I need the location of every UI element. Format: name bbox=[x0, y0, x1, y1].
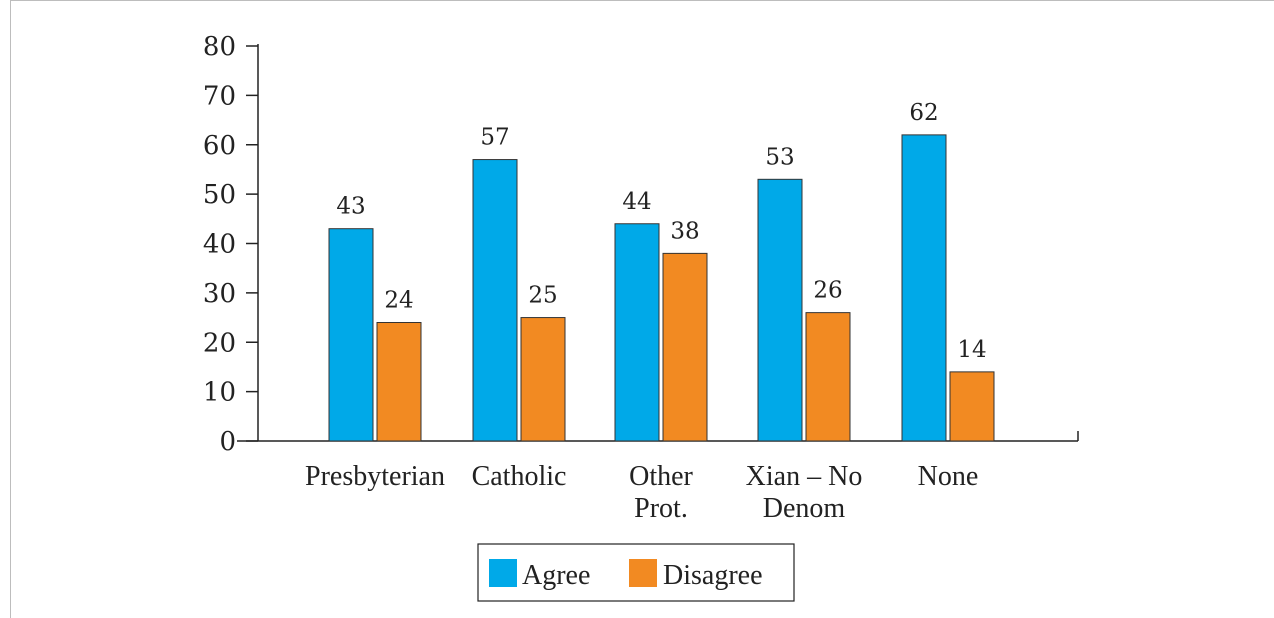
y-tick-label: 50 bbox=[203, 180, 236, 210]
bar-disagree bbox=[376, 322, 422, 442]
bar-agree bbox=[328, 228, 374, 442]
legend-label-disagree: Disagree bbox=[663, 560, 763, 591]
bar-agree bbox=[757, 178, 803, 442]
y-tick-label: 20 bbox=[203, 328, 236, 358]
bars bbox=[328, 134, 995, 442]
legend: Agree Disagree bbox=[477, 543, 795, 602]
x-tick-label: Presbyterian bbox=[305, 461, 445, 492]
x-tick-label: None bbox=[918, 461, 979, 492]
data-label: 24 bbox=[384, 288, 413, 314]
labels: 43 24 Presbyterian 57 25 Catholic 44 38 Other Pro… bbox=[305, 100, 987, 524]
x-tick-label: Catholic bbox=[472, 461, 567, 492]
data-label: 44 bbox=[622, 189, 651, 215]
bar-agree bbox=[472, 159, 518, 442]
chart-frame bbox=[10, 0, 1274, 618]
bar-agree bbox=[614, 223, 660, 442]
data-label: 53 bbox=[765, 144, 794, 170]
data-label: 14 bbox=[957, 337, 986, 363]
y-tick-label: 0 bbox=[219, 427, 236, 457]
data-label: 26 bbox=[813, 278, 842, 304]
y-tick-label: 80 bbox=[203, 32, 236, 62]
data-label: 57 bbox=[480, 125, 509, 151]
bar-disagree bbox=[520, 317, 566, 442]
y-tick-label: 30 bbox=[203, 279, 236, 309]
bar-disagree bbox=[805, 312, 851, 442]
legend-swatch-agree bbox=[489, 559, 517, 587]
bar-agree bbox=[901, 134, 947, 442]
bar-disagree bbox=[662, 252, 708, 442]
data-label: 25 bbox=[528, 283, 557, 309]
axes: 0 10 20 30 40 50 60 70 80 bbox=[203, 32, 1079, 457]
y-tick-label: 10 bbox=[203, 378, 236, 408]
x-tick-label: Other Prot. bbox=[629, 461, 693, 524]
x-tick-label: Xian – No Denom bbox=[746, 461, 863, 524]
y-tick-label: 60 bbox=[203, 131, 236, 161]
data-label: 38 bbox=[670, 218, 699, 244]
bar-disagree bbox=[949, 371, 995, 442]
legend-swatch-disagree bbox=[629, 559, 657, 587]
data-label: 62 bbox=[909, 100, 938, 126]
y-tick-label: 40 bbox=[203, 230, 236, 260]
y-tick-label: 70 bbox=[203, 81, 236, 111]
data-label: 43 bbox=[336, 194, 365, 220]
legend-label-agree: Agree bbox=[522, 560, 590, 591]
